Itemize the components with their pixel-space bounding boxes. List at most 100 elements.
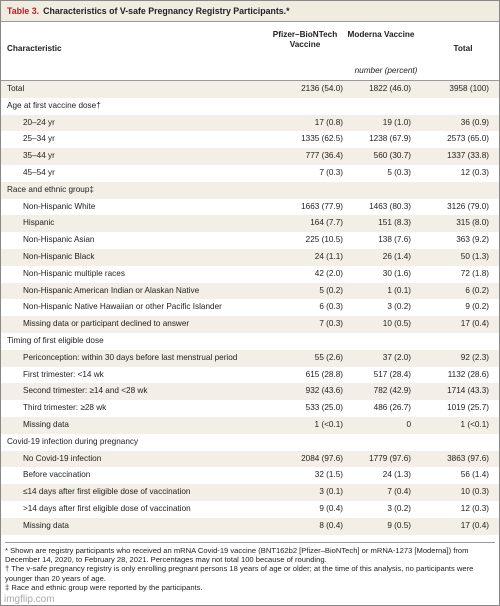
table-row: Non-Hispanic multiple races 42 (2.0) 30 (1…	[1, 266, 499, 283]
column-header: Pfizer–BioNTech Vaccine	[272, 30, 338, 49]
row-label: ≤14 days after first eligible dose of va…	[23, 487, 191, 497]
cell-value: 7 (0.3)	[319, 167, 343, 177]
cell-value: 1822 (46.0)	[369, 84, 411, 93]
cell-value: 50 (1.3)	[460, 251, 489, 261]
row-label: Hispanic	[23, 218, 55, 228]
cell-value: 3 (0.1)	[319, 487, 343, 497]
row-label: No Covid-19 infection	[23, 453, 102, 463]
table-row: ≤14 days after first eligible dose of va…	[1, 484, 499, 501]
section-heading: Race and ethnic group‡	[7, 184, 94, 194]
cell-value: 9 (0.2)	[465, 302, 489, 312]
table-row: Non-Hispanic Asian 225 (10.5) 138 (7.6) 363…	[1, 232, 499, 249]
cell-value: 517 (28.4)	[373, 369, 411, 379]
cell-value: 24 (1.1)	[314, 251, 343, 261]
cell-value: 1714 (43.3)	[447, 386, 489, 396]
table-title: Characteristics of V-safe Pregnancy Regi…	[43, 6, 290, 16]
table-row: First trimester: <14 wk 615 (28.8) 517 (28…	[1, 367, 499, 384]
row-label: 20–24 yr	[23, 117, 55, 127]
cell-value: 26 (1.4)	[382, 251, 411, 261]
cell-value: 486 (26.7)	[373, 403, 411, 413]
section-row: Age at first vaccine dose†	[1, 98, 499, 115]
cell-value: 932 (43.6)	[305, 386, 343, 396]
row-label: Non-Hispanic Asian	[23, 235, 95, 245]
row-label: 45–54 yr	[23, 167, 55, 177]
footnote: † The v-safe pregnancy registry is only …	[5, 564, 474, 583]
table-row: Second trimester: ≥14 and <28 wk 932 (43.…	[1, 383, 499, 401]
row-label: Non-Hispanic Native Hawaiian or other Pa…	[23, 302, 222, 312]
cell-value: 1337 (33.8)	[447, 151, 489, 161]
table-row: Non-Hispanic White 1663 (77.9) 1463 (80.3)…	[1, 199, 499, 216]
cell-value: 10 (0.3)	[460, 487, 489, 497]
row-label: Non-Hispanic multiple races	[23, 268, 125, 278]
cell-value: 615 (28.8)	[305, 369, 343, 379]
cell-value: 1335 (62.5)	[301, 134, 343, 144]
cell-value: 533 (25.0)	[305, 403, 343, 413]
section-heading: Timing of first eligible dose	[7, 335, 104, 345]
cell-value: 24 (1.3)	[382, 470, 411, 480]
column-header: Moderna Vaccine	[347, 30, 415, 39]
footnotes: * Shown are registry participants who re…	[5, 542, 495, 592]
cell-value: 1019 (25.7)	[447, 403, 489, 413]
section-row: Covid-19 infection during pregnancy	[1, 434, 499, 451]
cell-value: 37 (2.0)	[382, 352, 411, 362]
column-header: Characteristic	[7, 44, 62, 53]
row-label: Second trimester: ≥14 and <28 wk	[23, 386, 148, 396]
table-row: Missing data 1 (<0.1) 0 1 (<0.1)	[1, 416, 499, 434]
section-row: Timing of first eligible dose	[1, 333, 499, 350]
cell-value: 5 (0.2)	[319, 285, 343, 295]
cell-value: 3 (0.2)	[387, 302, 411, 312]
cell-value: 12 (0.3)	[460, 167, 489, 177]
cell-value: 164 (7.7)	[310, 218, 343, 228]
cell-value: 138 (7.6)	[378, 235, 411, 245]
row-label: 35–44 yr	[23, 151, 55, 161]
row-label: Missing data or participant declined to …	[23, 319, 190, 329]
cell-value: 1 (0.1)	[387, 285, 411, 295]
cell-value: 42 (2.0)	[314, 268, 343, 278]
cell-value: 1779 (97.6)	[369, 453, 411, 463]
row-label: Total	[7, 84, 25, 93]
section-row: Race and ethnic group‡	[1, 181, 499, 199]
cell-value: 363 (9.2)	[456, 235, 489, 245]
footnote: ‡ Race and ethnic group were reported by…	[5, 582, 203, 592]
table-row: Hispanic 164 (7.7) 151 (8.3) 315 (8.0)	[1, 215, 499, 233]
cell-value: 1463 (80.3)	[369, 201, 411, 211]
cell-value: 6 (0.3)	[319, 302, 343, 312]
row-label: Periconception: within 30 days before la…	[23, 352, 238, 362]
cell-value: 17 (0.8)	[314, 117, 343, 127]
cell-value: 55 (2.6)	[314, 352, 343, 362]
cell-value: 8 (0.4)	[319, 520, 343, 530]
row-label: Missing data	[23, 419, 69, 429]
cell-value: 6 (0.2)	[465, 285, 489, 295]
section-heading: Covid-19 infection during pregnancy	[7, 436, 139, 446]
cell-value: 72 (1.8)	[460, 268, 489, 278]
cell-value: 1238 (67.9)	[369, 134, 411, 144]
cell-value: 3126 (79.0)	[447, 201, 489, 211]
cell-value: 7 (0.3)	[319, 319, 343, 329]
table-row: Missing data 8 (0.4) 9 (0.5) 17 (0.4)	[1, 517, 499, 535]
row-label: 25–34 yr	[23, 134, 55, 144]
cell-value: 1132 (28.6)	[447, 369, 489, 379]
table-row: Periconception: within 30 days before la…	[1, 349, 499, 367]
cell-value: 1663 (77.9)	[301, 201, 343, 211]
cell-value: 17 (0.4)	[460, 520, 489, 530]
table-row: 45–54 yr 7 (0.3) 5 (0.3) 12 (0.3)	[1, 165, 499, 182]
cell-value: 17 (0.4)	[460, 319, 489, 329]
row-label: First trimester: <14 wk	[23, 369, 104, 379]
table-row: Total 2136 (54.0) 1822 (46.0) 3958 (100)	[1, 81, 499, 98]
title-bar: Table 3. Characteristics of V-safe Pregn…	[1, 1, 499, 22]
section-heading: Age at first vaccine dose†	[7, 100, 101, 110]
table-row: No Covid-19 infection 2084 (97.6) 1779 (97…	[1, 450, 499, 468]
table-row: Before vaccination 32 (1.5) 24 (1.3) 56 (1.…	[1, 467, 499, 484]
table-row: >14 days after first eligible dose of va…	[1, 501, 499, 518]
row-label: Before vaccination	[23, 470, 91, 480]
table-header: Characteristic Pfizer–BioNTech Vaccine M…	[1, 22, 499, 81]
table-row: 25–34 yr 1335 (62.5) 1238 (67.9) 2573 (65.0…	[1, 131, 499, 148]
cell-value: 30 (1.6)	[382, 268, 411, 278]
table-number: Table 3.	[7, 6, 40, 16]
row-label: Non-Hispanic White	[23, 201, 96, 211]
cell-value: 151 (8.3)	[378, 218, 411, 228]
cell-value: 5 (0.3)	[387, 167, 411, 177]
table-row: Non-Hispanic American Indian or Alaskan …	[1, 282, 499, 300]
cell-value: 92 (2.3)	[460, 352, 489, 362]
